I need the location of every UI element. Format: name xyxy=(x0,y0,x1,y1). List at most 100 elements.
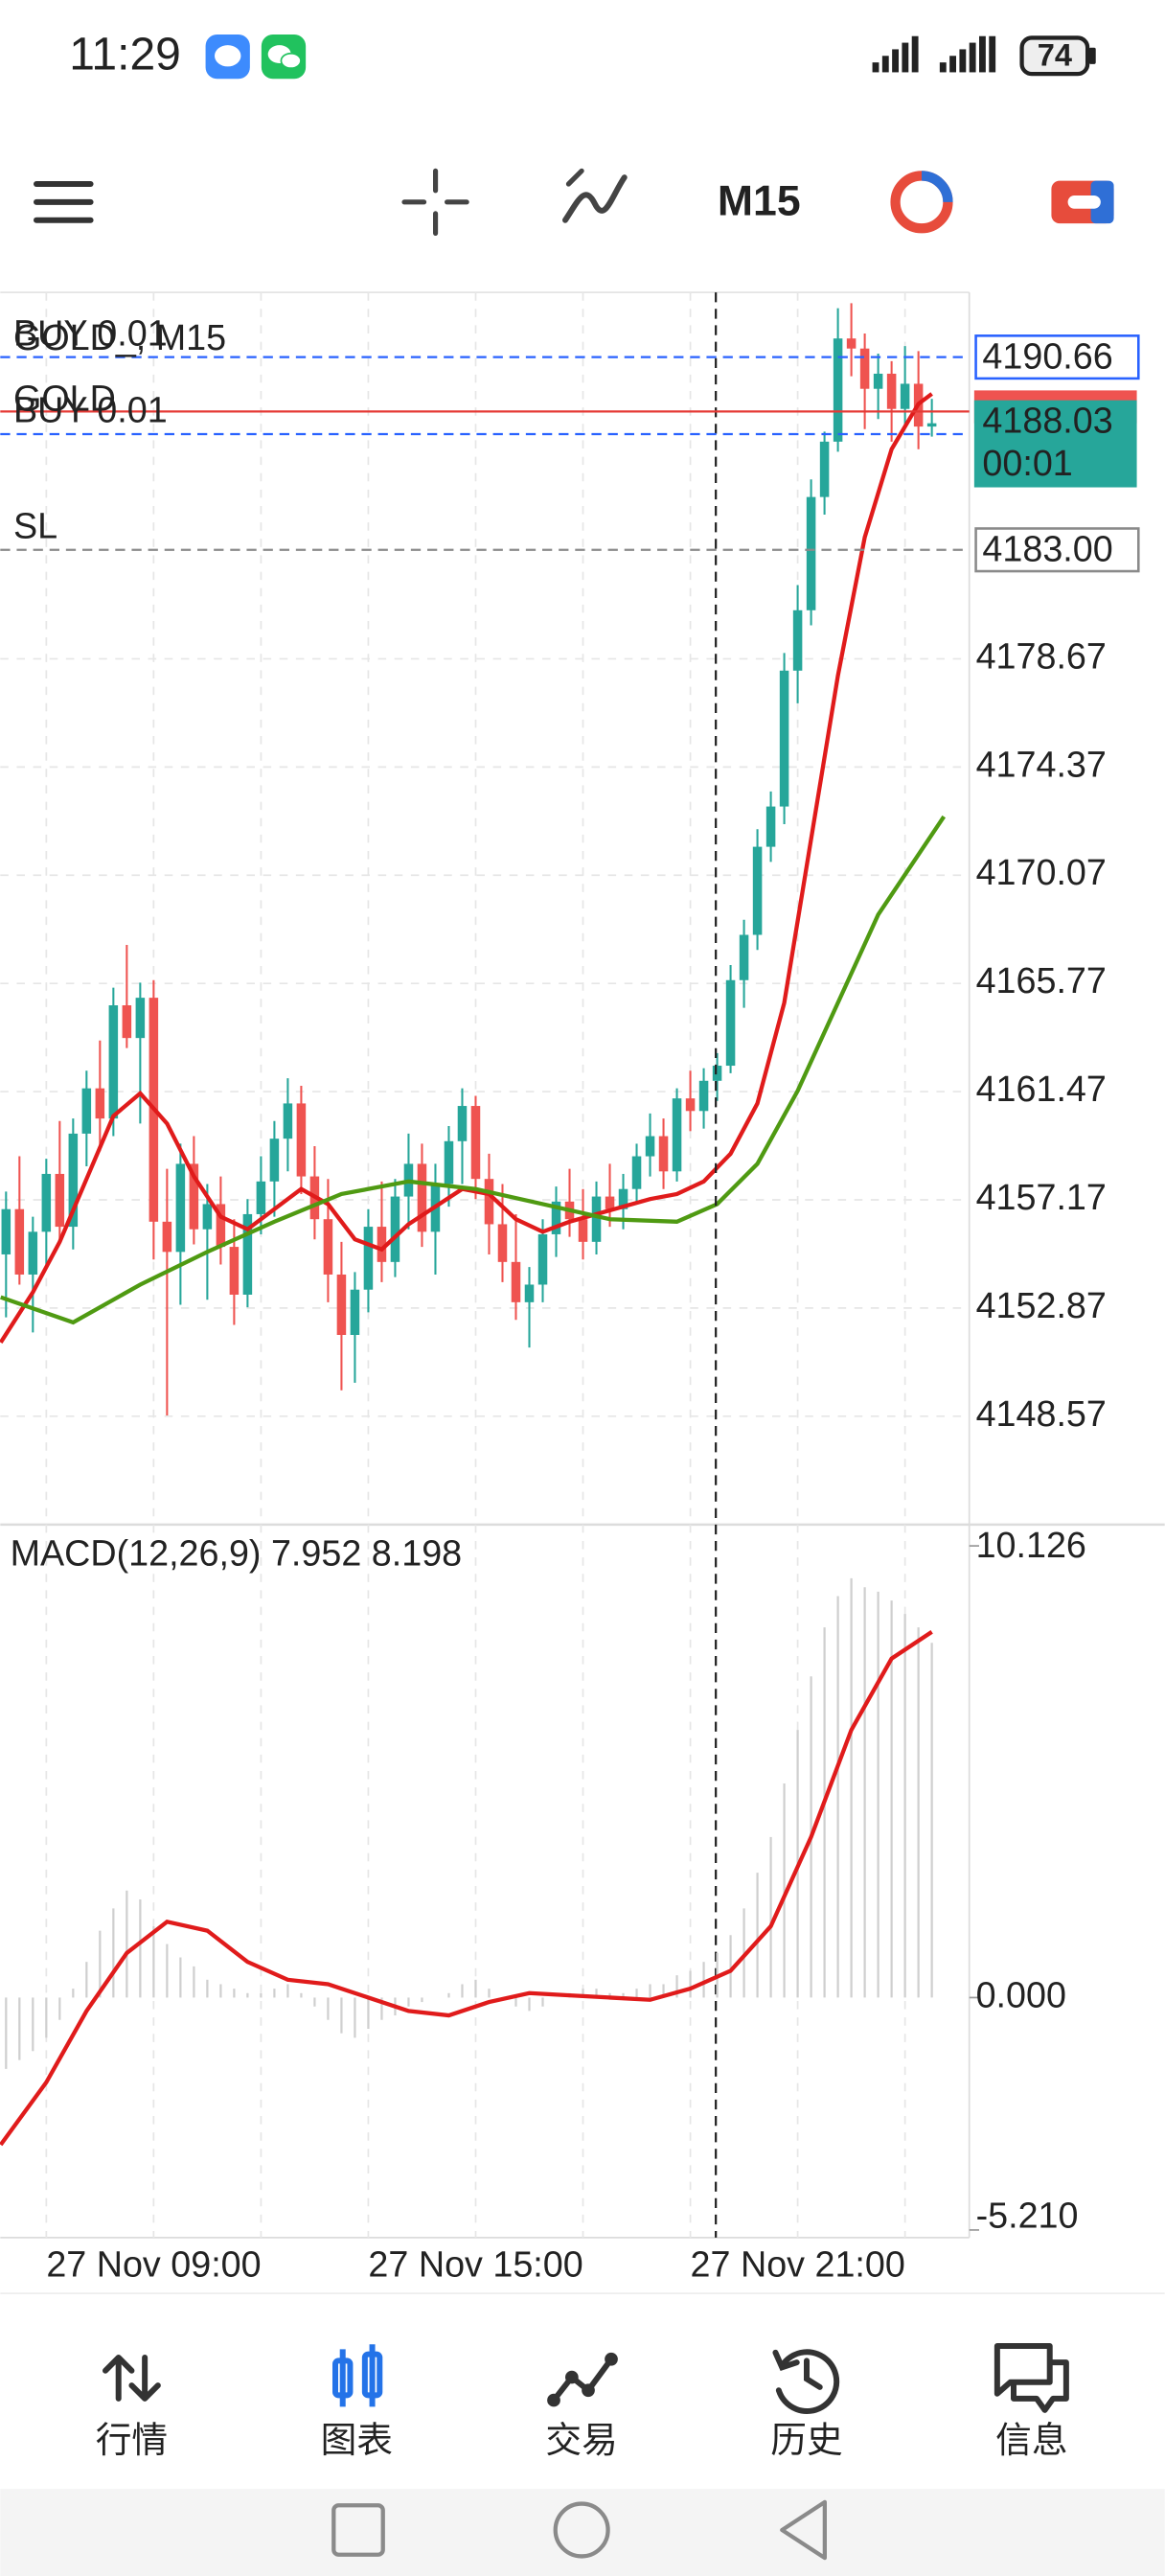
nav-label[interactable]: 交易 xyxy=(545,2420,617,2460)
macd-signal-line xyxy=(0,1630,933,2147)
menu-button[interactable] xyxy=(34,181,94,223)
bar-countdown: 00:01 xyxy=(982,443,1072,483)
candle-body xyxy=(873,373,883,389)
x-tick-label: 27 Nov 15:00 xyxy=(368,2244,582,2285)
y-tick-label: 0.000 xyxy=(976,1974,1066,2014)
trade-button[interactable] xyxy=(1067,196,1101,209)
price-tag xyxy=(974,334,1140,380)
battery-level: 74 xyxy=(1038,38,1072,73)
app-icon xyxy=(280,52,302,69)
nav-icon[interactable] xyxy=(772,2349,840,2414)
candle-body xyxy=(497,1224,508,1262)
candle-body xyxy=(846,338,857,349)
candle-body xyxy=(14,1208,25,1275)
price-line-label: BUY 0.01 xyxy=(13,312,168,353)
y-tick-label: -5.210 xyxy=(976,2195,1079,2235)
recent-apps-button[interactable] xyxy=(331,2503,385,2557)
chart-title: GOLD_, M15 xyxy=(13,317,226,357)
candle-body xyxy=(631,1156,642,1189)
candle-body xyxy=(256,1181,266,1214)
candle-body xyxy=(859,348,870,389)
candle-body xyxy=(350,1289,360,1335)
candle-body xyxy=(578,1219,588,1242)
plot xyxy=(0,292,970,2238)
candle-body xyxy=(752,846,763,935)
y-tick-label: 4178.67 xyxy=(976,635,1107,676)
y-tick-label: 4161.47 xyxy=(976,1069,1107,1109)
nav-label[interactable]: 图表 xyxy=(321,2420,393,2460)
candle-body xyxy=(216,1204,226,1248)
candle-body xyxy=(323,1219,333,1275)
candle-body xyxy=(296,1103,307,1177)
nav-label[interactable]: 行情 xyxy=(96,2420,168,2460)
candle-body xyxy=(524,1284,535,1302)
nav-icon[interactable] xyxy=(103,2355,161,2402)
candle-body xyxy=(886,373,897,409)
timeframe-button[interactable]: M15 xyxy=(718,177,801,224)
nav-label[interactable]: 历史 xyxy=(770,2420,842,2460)
price-tag-label: 4190.66 xyxy=(982,335,1112,376)
labels: 4148.57 4152.87 4157.17 4161.47 4165.77 4170.… xyxy=(13,312,1140,2285)
candle-body xyxy=(135,998,146,1039)
candle-body xyxy=(926,423,937,427)
candle-body xyxy=(698,1080,709,1112)
candle-body xyxy=(363,1227,374,1290)
back-button[interactable] xyxy=(780,2499,827,2561)
price-tag-label: 4183.00 xyxy=(982,528,1112,568)
y-tick-label: 4165.77 xyxy=(976,960,1107,1000)
candle-body xyxy=(645,1136,655,1157)
symbol-label: GOLD xyxy=(13,378,116,418)
candle-body xyxy=(444,1140,454,1184)
candle-body xyxy=(175,1163,186,1253)
candle-body xyxy=(229,1247,240,1295)
candle-body xyxy=(336,1274,347,1335)
moving-average-line xyxy=(0,815,947,1325)
candle-body xyxy=(511,1261,521,1302)
trade-button[interactable] xyxy=(1090,180,1114,224)
price-line-label: BUY 0.01 xyxy=(13,390,168,430)
candle-body xyxy=(672,1098,682,1172)
nav-icon[interactable] xyxy=(547,2352,618,2407)
candle-body xyxy=(28,1231,38,1275)
bottom-nav: 行情 图表 交易 历史 信息 xyxy=(96,2343,1069,2460)
y-tick-label: 10.126 xyxy=(976,1525,1086,1565)
candle-body xyxy=(658,1136,669,1172)
indicators-button[interactable] xyxy=(565,168,584,187)
candle-body xyxy=(900,383,910,409)
candle-body xyxy=(283,1103,293,1139)
battery-icon xyxy=(1019,35,1090,77)
moving-average-line xyxy=(0,392,933,1345)
candle-body xyxy=(618,1188,628,1209)
candle-body xyxy=(484,1179,494,1225)
nav-icon[interactable] xyxy=(994,2343,1069,2413)
crosshair-button[interactable] xyxy=(401,168,469,236)
candle-body xyxy=(242,1213,253,1295)
candle-body xyxy=(269,1138,280,1182)
candle-body xyxy=(390,1196,400,1262)
candle-body xyxy=(377,1227,387,1262)
candle-body xyxy=(779,670,789,807)
candle-body xyxy=(833,338,843,442)
candle-body xyxy=(55,1173,65,1228)
nav-label[interactable]: 信息 xyxy=(995,2420,1067,2460)
objects-button[interactable] xyxy=(921,171,953,203)
y-tick-label: 4148.57 xyxy=(976,1393,1107,1434)
candle-body xyxy=(739,934,749,980)
x-tick-label: 27 Nov 09:00 xyxy=(46,2244,261,2285)
last-price-tag xyxy=(973,400,1137,488)
indicators-button[interactable] xyxy=(562,174,628,223)
x-tick-label: 27 Nov 21:00 xyxy=(691,2244,905,2285)
candle-body xyxy=(108,1005,119,1119)
candle-body xyxy=(765,806,776,847)
candle-body xyxy=(189,1163,199,1230)
nav-icon[interactable] xyxy=(332,2344,383,2407)
home-button[interactable] xyxy=(553,2501,610,2559)
y-tick-label: 4174.37 xyxy=(976,744,1107,784)
candle-body xyxy=(202,1204,213,1230)
y-tick-label: 4170.07 xyxy=(976,852,1107,892)
candle-body xyxy=(591,1196,602,1242)
y-tick-label: 4152.87 xyxy=(976,1285,1107,1325)
